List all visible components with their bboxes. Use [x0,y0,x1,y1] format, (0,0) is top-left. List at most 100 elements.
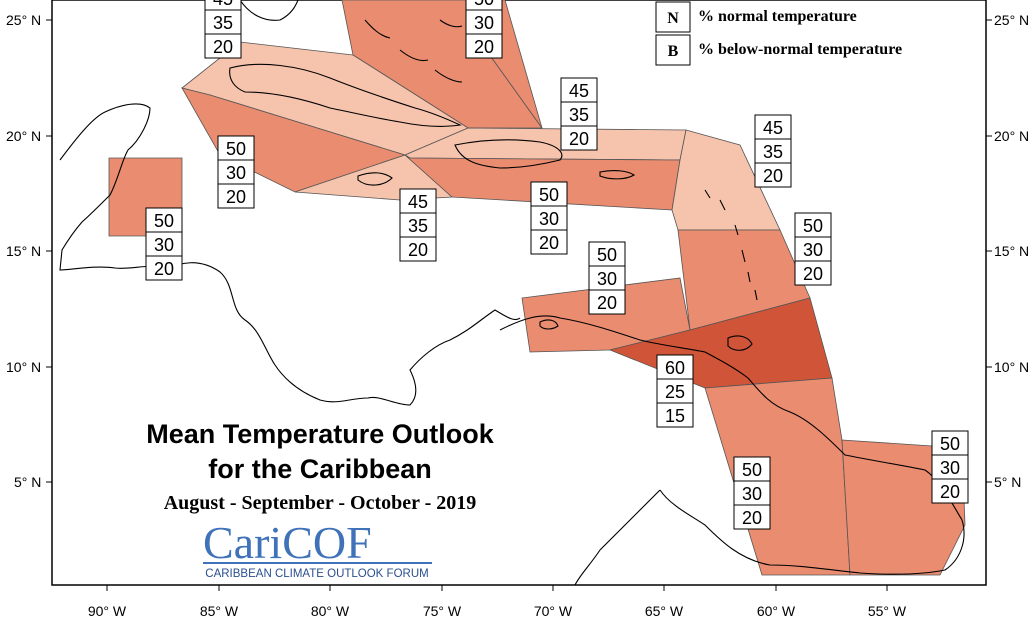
coast-venezuela-colombia [499,315,965,575]
lat-label-25n-right: 25° N [994,12,1029,28]
legend-letter-b: B [668,43,679,60]
title-line-2: for the Caribbean [208,454,432,484]
prob-box-french-guiana: 50 30 20 [931,430,969,504]
prob-below: 20 [474,37,494,57]
prob-above: 60 [665,358,685,378]
caricof-logo: CariCOF CARIBBEAN CLIMATE OUTLOOK FORUM [203,517,432,580]
lat-ticks [46,19,992,483]
lat-label-15n: 15° N [6,243,41,259]
lat-label-5n: 5° N [14,474,41,490]
lat-label-20n: 20° N [6,128,41,144]
lon-labels: 90° W 85° W 80° W 75° W 70° W 65° W 60° … [88,603,907,619]
coast-trinidad [727,335,753,351]
prob-below: 15 [665,406,685,426]
lat-label-20n-right: 20° N [994,128,1029,144]
legend-box-b [655,34,691,66]
coast-bahamas-islands [364,19,463,83]
prob-below: 20 [154,259,174,279]
coast-cuba [229,63,462,127]
lon-label-85w: 85° W [200,603,239,619]
prob-normal: 25 [665,382,685,402]
prob-below: 20 [226,187,246,207]
prob-above: 50 [742,460,762,480]
logo-wordmark: CariCOF [203,517,372,568]
prob-below: 20 [408,240,428,260]
title-period: August - September - October - 2019 [164,492,477,514]
coast-aruba-curacao [539,319,559,330]
legend-box-n [655,1,691,33]
coast-jamaica [357,172,393,186]
lon-label-75w: 75° W [423,603,462,619]
coast-puerto-rico [599,170,636,180]
title-block: Mean Temperature Outlook for the Caribbe… [146,419,495,514]
lat-label-10n-right: 10° N [994,359,1029,375]
prob-above: 50 [539,185,559,205]
prob-normal: 30 [539,209,559,229]
title-line-1: Mean Temperature Outlook [146,419,495,449]
prob-above: 45 [408,192,428,212]
prob-normal: 30 [597,269,617,289]
logo-wordmark-part1: Cari [203,517,282,568]
prob-box-northern-leewards: 45 35 20 [754,114,792,188]
lat-label-10n: 10° N [6,359,41,375]
prob-above: 50 [597,245,617,265]
prob-box-guyana-suriname: 50 30 20 [733,456,771,530]
prob-above: 50 [154,211,174,231]
coast-florida-tip [239,0,299,21]
prob-normal: 30 [742,484,762,504]
prob-above: 45 [569,81,589,101]
logo-tagline: CARIBBEAN CLIMATE OUTLOOK FORUM [205,568,428,580]
coast-yucatan-central-america [59,103,521,406]
prob-normal: 30 [154,235,174,255]
prob-below: 20 [597,293,617,313]
prob-box-jamaica: 45 35 20 [399,188,437,262]
prob-box-hispaniola-pr: 50 30 20 [530,181,568,255]
coast-lesser-antilles [704,189,758,301]
prob-box-abc-islands: 50 30 20 [588,241,626,315]
prob-box-windwards: 50 30 20 [794,212,832,286]
prob-above: 50 [940,434,960,454]
lat-labels-right: 25° N 20° N 15° N 10° N 5° N [994,12,1029,490]
lon-label-60w: 60° W [757,603,796,619]
forecast-regions [108,0,966,576]
prob-below: 20 [539,233,559,253]
legend-letter-n: N [667,10,679,27]
prob-box-cuba: 45 35 20 [560,77,598,151]
prob-below: 20 [763,166,783,186]
prob-normal: 35 [213,13,233,33]
probability-boxes: 45 35 20 50 30 20 45 35 20 50 30 20 [145,0,969,530]
prob-box-belize: 50 30 20 [145,207,183,281]
prob-normal: 30 [940,458,960,478]
coastlines [59,0,965,586]
logo-wordmark-part2: COF [282,517,371,568]
prob-box-turks-caicos: 50 30 20 [465,0,503,59]
lat-label-25n: 25° N [6,12,41,28]
prob-normal: 35 [763,142,783,162]
lon-label-90w: 90° W [88,603,127,619]
prob-above: 50 [803,216,823,236]
prob-below: 20 [569,129,589,149]
prob-box-trinidad-barbados: 60 25 15 [656,354,694,428]
prob-below: 20 [940,482,960,502]
prob-normal: 35 [408,216,428,236]
lon-label-55w: 55° W [868,603,907,619]
prob-above: 45 [213,0,233,9]
prob-below: 20 [213,37,233,57]
lat-labels-left: 25° N 20° N 15° N 10° N 5° N [6,12,41,490]
prob-below: 20 [742,508,762,528]
legend-text-b: % below-normal temperature [698,41,902,58]
prob-above: 50 [474,0,494,9]
coast-hispaniola [454,139,563,169]
prob-box-bahamas-north: 45 35 20 [204,0,242,59]
lon-ticks [106,585,888,591]
prob-normal: 35 [569,105,589,125]
lat-label-5n-right: 5° N [994,474,1021,490]
prob-below: 20 [803,264,823,284]
lon-label-65w: 65° W [645,603,684,619]
prob-box-cayman: 50 30 20 [217,135,255,209]
prob-normal: 30 [474,13,494,33]
legend: N % normal temperature B % below-normal … [655,1,902,66]
lon-label-70w: 70° W [534,603,573,619]
prob-normal: 30 [803,240,823,260]
